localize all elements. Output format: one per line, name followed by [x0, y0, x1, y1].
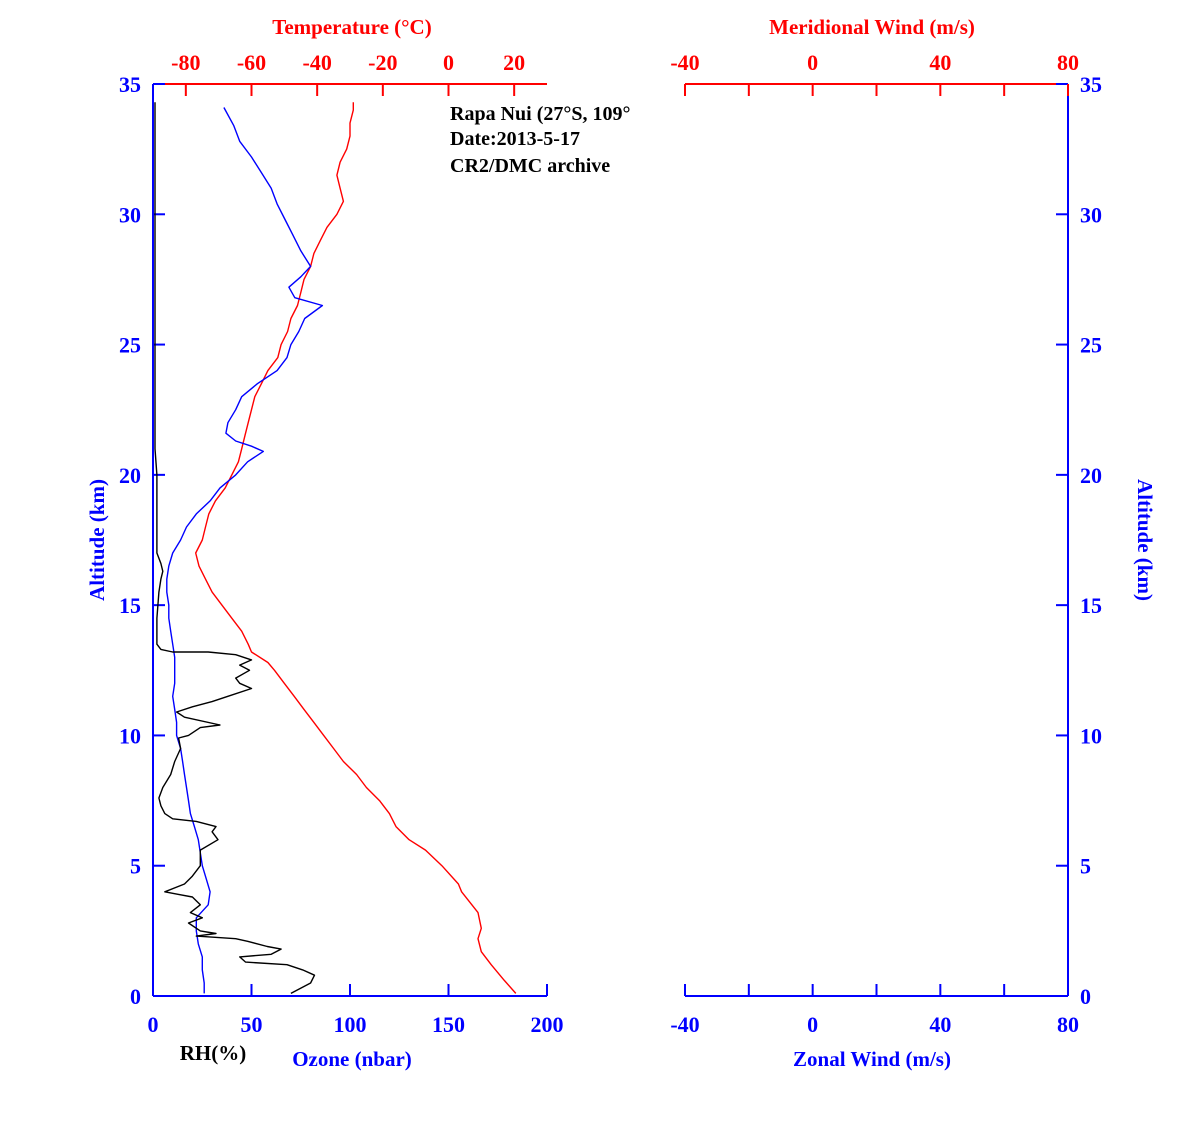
- zonal-wind-axis-label: Zonal Wind (m/s): [793, 1047, 951, 1071]
- ozone-tick-label: 100: [334, 1012, 367, 1037]
- ozone-tick-label: 150: [432, 1012, 465, 1037]
- left-ytick-label: 15: [119, 593, 141, 618]
- temperature-tick-label: -60: [237, 50, 266, 75]
- right-ytick-label: 35: [1080, 72, 1102, 97]
- temperature-tick-label: 0: [443, 50, 454, 75]
- meridional-wind-tick-label: 40: [929, 50, 951, 75]
- zonal-wind-tick-label: 80: [1057, 1012, 1079, 1037]
- left-ytick-label: 20: [119, 463, 141, 488]
- meridional-wind-axis-label: Meridional Wind (m/s): [769, 15, 975, 39]
- ozone-tick-label: 50: [241, 1012, 263, 1037]
- left-ytick-label: 5: [130, 854, 141, 879]
- left-ytick-label: 10: [119, 723, 141, 748]
- right-ytick-label: 30: [1080, 202, 1102, 227]
- ozone-tick-label: 200: [531, 1012, 564, 1037]
- zonal-wind-tick-label: -40: [670, 1012, 699, 1037]
- meridional-wind-ticks: -40 0 40 80: [670, 50, 1079, 96]
- meridional-wind-tick-label: -40: [670, 50, 699, 75]
- left-ytick-label: 0: [130, 984, 141, 1009]
- meridional-wind-tick-label: 0: [807, 50, 818, 75]
- temperature-tick-label: -80: [171, 50, 200, 75]
- temperature-axis-label: Temperature (°C): [272, 15, 431, 39]
- temperature-tick-label: -20: [368, 50, 397, 75]
- left-ytick-label: 25: [119, 333, 141, 358]
- right-ytick-label: 0: [1080, 984, 1091, 1009]
- archive-annotation: CR2/DMC archive: [450, 155, 610, 177]
- zonal-wind-ticks: -40 0 40 80: [670, 984, 1079, 1037]
- temperature-profile-line: [195, 102, 517, 994]
- ozone-axis-label: Ozone (nbar): [292, 1047, 412, 1071]
- right-panel: 0 5 10 15 20 25 30 35 -40 0 40 80 -40 0 40 80 Meridio…: [670, 15, 1157, 1071]
- left-ytick-label: 30: [119, 202, 141, 227]
- right-altitude-ticks: 0 5 10 15 20 25 30 35: [1056, 72, 1102, 1009]
- temperature-tick-label: 20: [503, 50, 525, 75]
- right-ytick-label: 15: [1080, 593, 1102, 618]
- zonal-wind-tick-label: 0: [807, 1012, 818, 1037]
- ozone-tick-label: 0: [148, 1012, 159, 1037]
- right-ytick-label: 10: [1080, 723, 1102, 748]
- right-ytick-label: 25: [1080, 333, 1102, 358]
- ozone-ticks: 0 50 100 150 200: [148, 984, 564, 1037]
- rh-axis-label: RH(%): [180, 1041, 247, 1065]
- rh-profile-line: [154, 102, 316, 995]
- right-ytick-label: 5: [1080, 854, 1091, 879]
- zonal-wind-tick-label: 40: [929, 1012, 951, 1037]
- right-ytick-label: 20: [1080, 463, 1102, 488]
- right-altitude-label: Altitude (km): [1133, 479, 1157, 601]
- ozone-profile-line: [166, 107, 324, 994]
- left-ytick-label: 35: [119, 72, 141, 97]
- temperature-tick-label: -40: [303, 50, 332, 75]
- station-annotation: Rapa Nui (27°S, 109°: [450, 103, 630, 125]
- temperature-ticks: -80 -60 -40 -20 0 20: [171, 50, 525, 96]
- left-altitude-label: Altitude (km): [85, 479, 109, 601]
- date-annotation: Date:2013-5-17: [450, 128, 580, 150]
- meridional-wind-tick-label: 80: [1057, 50, 1079, 75]
- left-series-group: [154, 102, 517, 995]
- left-altitude-ticks: 0 5 10 15 20 25 30 35: [119, 72, 165, 1009]
